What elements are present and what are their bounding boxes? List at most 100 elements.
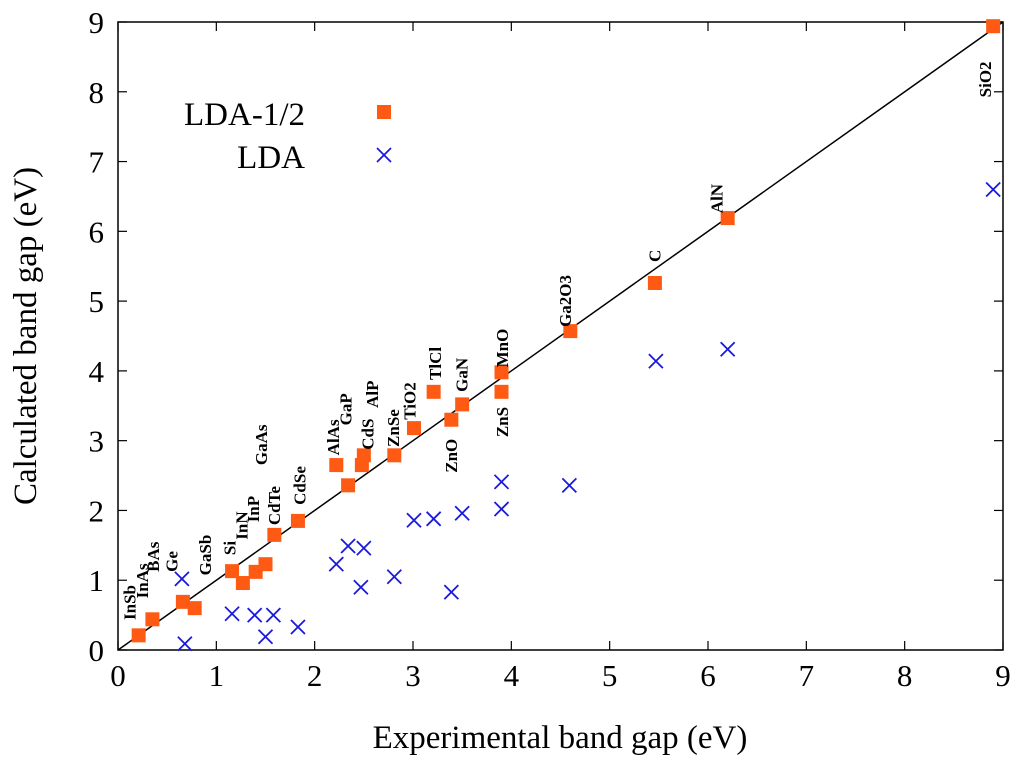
legend: LDA-1/2 LDA	[184, 97, 392, 176]
lda-half-point	[563, 324, 578, 339]
lda-half-point	[387, 448, 402, 463]
material-label: InSb	[120, 585, 139, 620]
lda-point	[265, 607, 282, 623]
lda-point	[648, 353, 664, 369]
material-label: TlCl	[426, 347, 445, 380]
x-tick-label: 5	[602, 658, 618, 693]
lda-point	[493, 474, 510, 490]
lda-point	[177, 636, 193, 652]
lda-point	[257, 629, 274, 645]
lda-half-point	[258, 557, 273, 572]
lda-half-point	[225, 564, 240, 579]
lda-point	[328, 556, 344, 572]
material-label: InAs	[133, 563, 152, 598]
material-label: SiO2	[976, 61, 995, 97]
cross-stroke	[265, 607, 282, 623]
lda-half-point	[455, 397, 470, 412]
y-tick-label: 0	[89, 633, 105, 668]
cross-stroke	[720, 341, 736, 357]
x-tick-label: 2	[307, 658, 323, 693]
y-tick-label: 8	[89, 75, 105, 110]
x-tick-label: 9	[995, 658, 1011, 693]
lda-half-point	[267, 527, 282, 542]
lda-half-point	[175, 594, 190, 609]
cross-stroke	[406, 512, 422, 528]
lda-half-point	[290, 513, 305, 528]
material-label: AlP	[363, 380, 382, 407]
y-tick-label: 9	[89, 5, 105, 40]
lda-half-point	[426, 384, 441, 399]
lda-point	[720, 341, 736, 357]
material-label: Ge	[163, 551, 182, 572]
material-label: ZnS	[493, 407, 512, 437]
cross-stroke	[443, 584, 459, 600]
lda-half-point	[494, 384, 509, 399]
lda-point	[561, 477, 577, 493]
y-tick-label: 3	[89, 424, 105, 459]
x-axis-title: Experimental band gap (eV)	[373, 720, 748, 756]
lda-half-point	[986, 19, 1001, 34]
material-label: Si	[221, 541, 240, 555]
lda-point	[493, 501, 510, 517]
cross-stroke	[224, 606, 240, 622]
legend-marker-lda-half	[377, 105, 391, 119]
cross-stroke	[356, 540, 372, 556]
y-axis-title: Calculated band gap (eV)	[8, 167, 44, 505]
material-label: GaSb	[196, 535, 215, 576]
cross-stroke	[985, 181, 1001, 198]
cross-stroke	[648, 353, 664, 369]
x-tick-label: 1	[209, 658, 225, 693]
y-tick-label: 7	[89, 145, 105, 180]
cross-stroke	[376, 147, 392, 163]
lda-half-point	[329, 458, 344, 473]
lda-half-point	[131, 628, 146, 643]
cross-stroke	[328, 556, 344, 572]
cross-stroke	[257, 629, 274, 645]
y-tick-label: 4	[89, 354, 105, 389]
material-label: CdS	[358, 419, 377, 450]
lda-half-point	[444, 412, 459, 427]
material-label: ZnO	[442, 439, 461, 473]
lda-half-point	[235, 576, 250, 591]
cross-stroke	[340, 538, 356, 554]
material-label: Ga2O3	[556, 275, 575, 327]
lda-point	[224, 606, 240, 622]
material-label: TiO2	[401, 382, 420, 419]
cross-stroke	[386, 569, 402, 585]
cross-stroke	[493, 474, 510, 490]
cross-stroke	[174, 571, 190, 587]
lda-point	[340, 538, 356, 554]
cross-stroke	[177, 636, 193, 652]
cross-stroke	[247, 607, 263, 623]
cross-stroke	[353, 579, 369, 595]
material-label: CdSe	[290, 466, 309, 505]
lda-point	[454, 505, 470, 521]
y-tick-label: 2	[89, 493, 105, 528]
material-label: MnO	[493, 329, 512, 368]
material-label: CdTe	[265, 486, 284, 526]
lda-point	[290, 619, 306, 635]
legend-marker-lda	[376, 147, 392, 163]
y-tick-label: 5	[89, 284, 105, 319]
lda-point	[406, 512, 422, 528]
lda-half-point	[341, 478, 356, 493]
x-tick-label: 6	[700, 658, 716, 693]
lda-half-point	[406, 421, 421, 436]
material-label: GaN	[453, 357, 472, 392]
lda-half-point	[356, 448, 371, 463]
plot-frame	[117, 21, 1004, 651]
x-tick-label: 7	[799, 658, 815, 693]
material-label: GaAs	[252, 424, 271, 465]
legend-label-lda-half: LDA-1/2	[184, 97, 305, 133]
material-label: InN	[232, 511, 251, 540]
material-label: ZnSe	[384, 409, 403, 447]
y-tick-label: 6	[89, 214, 105, 249]
lda-half-point	[494, 365, 509, 380]
lda-point	[353, 579, 369, 595]
material-label: AlN	[707, 183, 726, 213]
lda-point	[386, 569, 402, 585]
x-tick-label: 3	[405, 658, 421, 693]
material-label: InP	[244, 496, 263, 522]
